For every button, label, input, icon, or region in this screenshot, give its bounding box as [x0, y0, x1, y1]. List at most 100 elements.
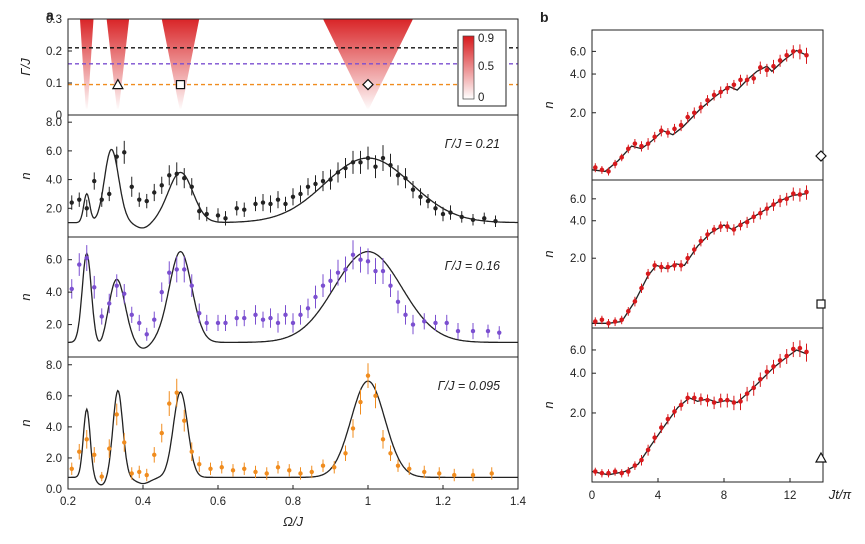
data-point	[129, 471, 134, 476]
data-point	[69, 466, 74, 472]
data-point	[738, 222, 743, 228]
ytick-label: 2.0	[570, 253, 586, 265]
data-point	[705, 232, 710, 237]
data-point	[69, 286, 74, 292]
data-point	[77, 197, 82, 202]
data-point	[626, 308, 631, 314]
data-point	[92, 178, 97, 184]
data-point	[268, 201, 273, 207]
model-curve	[68, 250, 518, 349]
square-marker	[175, 79, 186, 90]
data-point	[672, 263, 677, 268]
data-point	[197, 311, 202, 316]
data-point	[448, 210, 453, 215]
data-point	[645, 271, 651, 277]
ytick-label: 6.0	[46, 146, 62, 158]
data-point	[665, 416, 671, 422]
data-point	[410, 187, 416, 192]
panel-letter-a: a	[46, 7, 54, 23]
data-point	[122, 150, 127, 155]
ytick-label: 0.2	[46, 46, 62, 58]
data-point	[758, 376, 763, 382]
colorbar-tick: 0.9	[478, 33, 494, 45]
data-point	[230, 468, 236, 473]
data-point	[672, 126, 677, 132]
data-point	[197, 461, 202, 467]
data-point	[692, 247, 697, 252]
y-axis-label: Γ/J	[18, 58, 33, 76]
data-point	[744, 219, 750, 225]
data-point	[659, 128, 664, 134]
data-point	[599, 317, 605, 323]
y-axis-label: n	[18, 293, 33, 300]
data-point	[182, 175, 187, 181]
data-point	[343, 165, 348, 171]
colorbar-gradient	[462, 35, 475, 100]
data-point	[395, 299, 401, 305]
data-point	[167, 401, 172, 406]
data-point	[144, 472, 149, 478]
data-point	[665, 130, 671, 135]
data-point	[440, 211, 446, 217]
data-point	[422, 319, 427, 324]
data-point	[99, 314, 104, 319]
subplot-frame	[67, 356, 519, 490]
data-point	[219, 465, 224, 470]
data-point	[705, 397, 710, 403]
data-point	[665, 264, 671, 270]
data-point	[738, 399, 743, 404]
data-point	[84, 255, 89, 261]
data-point	[275, 197, 281, 202]
data-point	[612, 319, 618, 324]
data-point	[497, 330, 502, 335]
data-point	[388, 283, 393, 288]
data-point	[612, 469, 618, 474]
data-point	[380, 155, 386, 161]
data-point	[174, 390, 179, 395]
diamond-marker	[362, 78, 374, 91]
data-point	[159, 430, 164, 436]
resonance-tongue	[80, 19, 94, 109]
data-point	[358, 160, 363, 165]
data-point	[373, 164, 378, 169]
data-point	[215, 320, 221, 326]
subplot-a-1: 2.0 4.0 6.0 8.0 n Γ/J = 0.21	[18, 114, 519, 238]
data-point	[365, 155, 371, 161]
data-point	[242, 207, 247, 212]
data-point	[725, 85, 730, 91]
data-point	[632, 299, 638, 304]
data-point	[167, 270, 172, 275]
data-point	[791, 49, 796, 54]
data-point	[791, 191, 796, 196]
data-point	[685, 114, 690, 120]
data-point	[738, 77, 743, 83]
subplot-b-2: 2.0 4.0 6.0 n	[541, 179, 826, 329]
data-point	[452, 472, 457, 478]
xtick-label: 0.2	[60, 496, 76, 508]
data-point	[152, 190, 157, 195]
data-point	[764, 369, 770, 375]
data-point	[107, 446, 112, 451]
data-point	[626, 469, 631, 474]
data-point	[593, 469, 598, 474]
model-curve	[592, 193, 807, 324]
xtick-label: 12	[784, 490, 797, 502]
model-curve	[591, 49, 807, 173]
data-point	[159, 183, 164, 188]
data-point	[639, 285, 644, 291]
data-point	[174, 171, 179, 177]
ytick-label: 6.0	[570, 46, 586, 58]
data-point	[804, 349, 809, 355]
data-point	[489, 471, 494, 476]
subplot-b-1: 2.0 4.0 6.0 n	[541, 29, 827, 181]
square-marker	[816, 299, 826, 309]
data-point	[731, 227, 737, 232]
data-point	[253, 201, 258, 207]
data-point	[639, 457, 644, 463]
data-point	[114, 412, 119, 417]
ytick-label: 2.0	[46, 203, 62, 215]
data-point	[764, 67, 770, 73]
data-point	[223, 320, 228, 326]
data-point	[152, 452, 157, 458]
data-point	[335, 170, 341, 175]
